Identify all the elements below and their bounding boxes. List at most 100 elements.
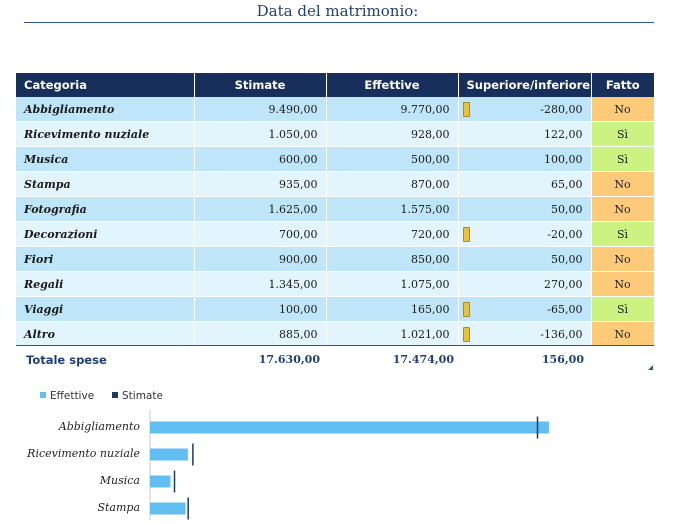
table-row: Ricevimento nuziale 1.050,00 928,00 122,00 S…: [16, 121, 655, 147]
cell-category[interactable]: Regali: [16, 271, 195, 297]
cell-estimated[interactable]: 1.050,00: [194, 121, 327, 147]
cell-done[interactable]: Sì: [591, 146, 655, 172]
bar-actual[interactable]: [150, 475, 171, 488]
cell-actual[interactable]: 720,00: [326, 221, 459, 247]
cell-category[interactable]: Ricevimento nuziale: [16, 121, 195, 147]
table-resize-handle[interactable]: [648, 365, 653, 370]
cell-difference[interactable]: -280,00: [458, 97, 592, 122]
cell-done[interactable]: No: [591, 171, 655, 197]
cell-actual[interactable]: 1.075,00: [326, 271, 459, 297]
cell-done[interactable]: Sì: [591, 121, 655, 147]
cell-estimated[interactable]: 885,00: [194, 321, 327, 347]
bar-actual[interactable]: [150, 421, 549, 434]
cell-estimated[interactable]: 1.625,00: [194, 196, 327, 222]
table-header-row: Categoria Stimate Effettive Superiore/in…: [16, 73, 654, 97]
table-row: Abbigliamento 9.490,00 9.770,00 -280,00 No: [16, 97, 655, 122]
chart-plot: [149, 410, 549, 524]
cell-actual[interactable]: 1.575,00: [326, 196, 459, 222]
cell-actual[interactable]: 1.021,00: [326, 321, 459, 347]
cell-estimated[interactable]: 935,00: [194, 171, 327, 197]
chart-category-label: Abbigliamento: [58, 419, 140, 433]
table-row: Musica 600,00 500,00 100,00 Sì: [16, 146, 655, 172]
cell-done[interactable]: No: [591, 196, 655, 222]
difference-value: -20,00: [547, 227, 583, 241]
header-actual[interactable]: Effettive: [326, 73, 459, 97]
difference-value: 270,00: [544, 277, 583, 291]
cell-category[interactable]: Stampa: [16, 171, 195, 197]
bar-actual[interactable]: [150, 448, 188, 461]
cell-estimated[interactable]: 700,00: [194, 221, 327, 247]
cell-actual[interactable]: 850,00: [326, 246, 459, 272]
table-row: Fiori 900,00 850,00 50,00 No: [16, 246, 655, 272]
header-estimated[interactable]: Stimate: [194, 73, 327, 97]
cell-actual[interactable]: 165,00: [326, 296, 459, 322]
cell-difference[interactable]: 65,00: [458, 171, 592, 197]
cell-actual[interactable]: 500,00: [326, 146, 459, 172]
budget-table: Categoria Stimate Effettive Superiore/in…: [16, 73, 655, 347]
cell-actual[interactable]: 870,00: [326, 171, 459, 197]
cell-done[interactable]: No: [591, 246, 655, 272]
difference-value: -65,00: [547, 302, 583, 316]
table-row: Decorazioni 700,00 720,00 -20,00 Sì: [16, 221, 655, 247]
legend-swatch-estimated: [112, 392, 118, 398]
legend-item-actual: Effettive: [40, 390, 94, 402]
cell-category[interactable]: Musica: [16, 146, 195, 172]
table-row: Viaggi 100,00 165,00 -65,00 Sì: [16, 296, 655, 322]
warning-icon: [462, 302, 470, 317]
table-row: Stampa 935,00 870,00 65,00 No: [16, 171, 655, 197]
cell-difference[interactable]: 270,00: [458, 271, 592, 297]
difference-value: 50,00: [551, 252, 583, 266]
difference-value: 50,00: [551, 202, 583, 216]
cell-difference[interactable]: 122,00: [458, 121, 592, 147]
cell-difference[interactable]: 100,00: [458, 146, 592, 172]
cell-done[interactable]: Sì: [591, 296, 655, 322]
cell-estimated[interactable]: 1.345,00: [194, 271, 327, 297]
cell-done[interactable]: No: [591, 271, 655, 297]
cell-done[interactable]: No: [591, 97, 655, 122]
warning-icon: [462, 102, 470, 117]
header-category[interactable]: Categoria: [16, 73, 195, 97]
cell-difference[interactable]: 50,00: [458, 246, 592, 272]
cell-category[interactable]: Altro: [16, 321, 195, 347]
warning-icon: [462, 227, 470, 242]
cell-estimated[interactable]: 900,00: [194, 246, 327, 272]
chart-category-label: Ricevimento nuziale: [27, 446, 140, 460]
cell-difference[interactable]: -20,00: [458, 221, 592, 247]
chart-category-label: Musica: [99, 473, 140, 487]
cell-category[interactable]: Viaggi: [16, 296, 195, 322]
totals-difference[interactable]: 156,00: [541, 353, 584, 366]
header-difference[interactable]: Superiore/inferiore: [458, 73, 592, 97]
cell-category[interactable]: Fotografia: [16, 196, 195, 222]
page-title: Data del matrimonio:: [256, 2, 419, 20]
cell-category[interactable]: Decorazioni: [16, 221, 195, 247]
difference-value: 100,00: [544, 152, 583, 166]
expense-bar-chart: Abbigliamento Ricevimento nuziale Musica St…: [0, 410, 675, 524]
cell-estimated[interactable]: 100,00: [194, 296, 327, 322]
cell-difference[interactable]: 50,00: [458, 196, 592, 222]
bar-actual[interactable]: [150, 502, 186, 515]
totals-label: Totale spese: [26, 353, 107, 367]
warning-icon: [462, 327, 470, 342]
difference-value: 65,00: [551, 177, 583, 191]
totals-estimated[interactable]: 17.630,00: [258, 353, 320, 366]
cell-category[interactable]: Fiori: [16, 246, 195, 272]
legend-swatch-actual: [40, 392, 46, 398]
cell-done[interactable]: No: [591, 321, 655, 347]
title-divider: [24, 22, 654, 23]
cell-estimated[interactable]: 9.490,00: [194, 97, 327, 122]
totals-row: Totale spese 17.630,00 17.474,00 156,00: [16, 345, 654, 372]
header-done[interactable]: Fatto: [591, 73, 654, 97]
cell-difference[interactable]: -65,00: [458, 296, 592, 322]
chart-category-label: Stampa: [97, 500, 140, 514]
cell-category[interactable]: Abbigliamento: [16, 97, 195, 122]
cell-estimated[interactable]: 600,00: [194, 146, 327, 172]
totals-actual[interactable]: 17.474,00: [392, 353, 454, 366]
difference-value: -136,00: [540, 327, 583, 341]
cell-difference[interactable]: -136,00: [458, 321, 592, 347]
legend-item-estimated: Stimate: [112, 390, 163, 402]
cell-actual[interactable]: 928,00: [326, 121, 459, 147]
table-row: Fotografia 1.625,00 1.575,00 50,00 No: [16, 196, 655, 222]
cell-actual[interactable]: 9.770,00: [326, 97, 459, 122]
cell-done[interactable]: Sì: [591, 221, 655, 247]
legend-label-actual: Effettive: [50, 390, 95, 402]
